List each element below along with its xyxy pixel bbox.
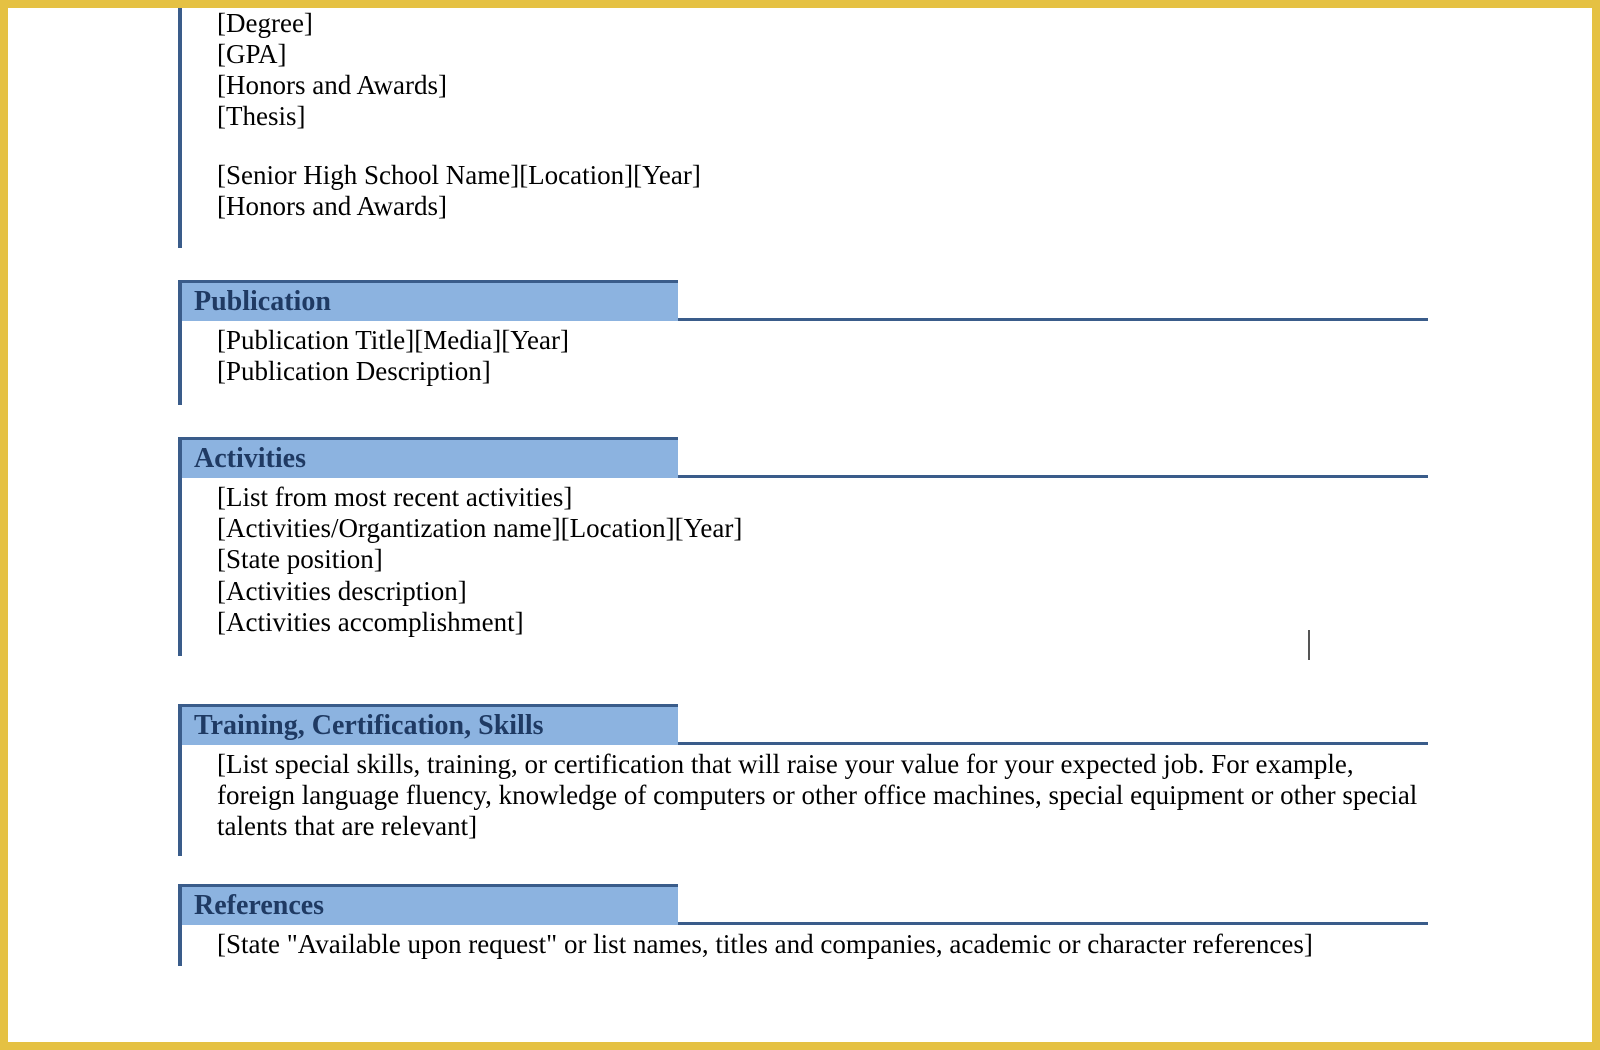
education-degree: [Degree] bbox=[217, 8, 1428, 39]
activities-org: [Activities/Organtization name][Location… bbox=[217, 513, 1428, 544]
section-divider bbox=[678, 742, 1428, 745]
activities-accomplishment: [Activities accomplishment] bbox=[217, 607, 1428, 638]
references-heading: References bbox=[178, 884, 678, 925]
text-cursor bbox=[1308, 630, 1310, 660]
publication-section: Publication [Publication Title][Media][Y… bbox=[178, 280, 1458, 405]
education-body: [Degree] [GPA] [Honors and Awards] [Thes… bbox=[178, 8, 1428, 248]
publication-heading: Publication bbox=[178, 280, 678, 321]
references-body: [State "Available upon request" or list … bbox=[178, 925, 1428, 966]
training-body: [List special skills, training, or certi… bbox=[178, 745, 1428, 856]
publication-description: [Publication Description] bbox=[217, 356, 1428, 387]
activities-section: Activities [List from most recent activi… bbox=[178, 437, 1458, 655]
highschool-honors: [Honors and Awards] bbox=[217, 191, 1428, 222]
activities-heading: Activities bbox=[178, 437, 678, 478]
education-thesis: [Thesis] bbox=[217, 101, 1428, 132]
section-divider bbox=[678, 318, 1428, 321]
references-paragraph: [State "Available upon request" or list … bbox=[217, 929, 1428, 960]
section-divider bbox=[678, 922, 1428, 925]
highschool-line: [Senior High School Name][Location][Year… bbox=[217, 160, 1428, 191]
training-heading: Training, Certification, Skills bbox=[178, 704, 678, 745]
publication-body: [Publication Title][Media][Year] [Public… bbox=[178, 321, 1428, 405]
training-section: Training, Certification, Skills [List sp… bbox=[178, 704, 1458, 856]
training-paragraph: [List special skills, training, or certi… bbox=[217, 749, 1428, 842]
references-section: References [State "Available upon reques… bbox=[178, 884, 1458, 966]
section-divider bbox=[678, 475, 1428, 478]
activities-position: [State position] bbox=[217, 544, 1428, 575]
education-gpa: [GPA] bbox=[217, 39, 1428, 70]
activities-body: [List from most recent activities] [Acti… bbox=[178, 478, 1428, 655]
publication-title-line: [Publication Title][Media][Year] bbox=[217, 325, 1428, 356]
activities-description: [Activities description] bbox=[217, 576, 1428, 607]
activities-recent: [List from most recent activities] bbox=[217, 482, 1428, 513]
education-honors: [Honors and Awards] bbox=[217, 70, 1428, 101]
